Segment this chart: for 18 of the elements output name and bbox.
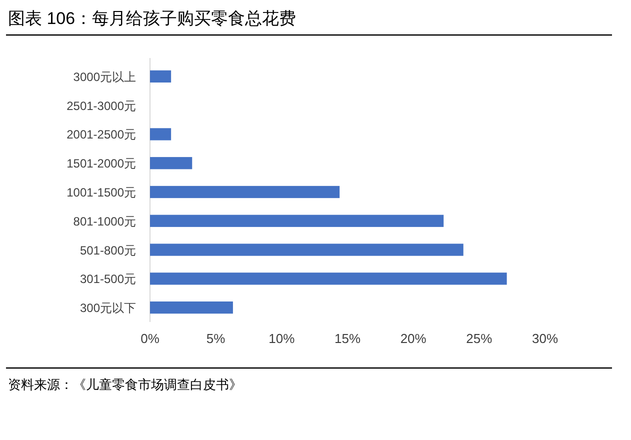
y-tick-label: 501-800元 <box>80 243 136 258</box>
x-tick-label: 5% <box>206 331 226 346</box>
y-tick-label: 1501-2000元 <box>66 156 136 171</box>
y-tick-label: 801-1000元 <box>73 214 136 228</box>
y-tick-label: 301-500元 <box>80 272 136 286</box>
x-tick-label: 25% <box>466 331 493 346</box>
x-tick-label: 0% <box>140 331 160 346</box>
y-tick-label: 2501-3000元 <box>66 98 136 113</box>
text: 资料来源：《儿童零食市场调查白皮书》 <box>8 377 242 392</box>
y-tick-label: 3000元以上 <box>73 70 136 84</box>
title: 图表 106：每月给孩子购买零食总花费 <box>8 9 296 28</box>
x-tick-label: 10% <box>268 331 296 346</box>
x-tick-label: 15% <box>334 331 361 346</box>
y-tick-label: 1001-1500元 <box>66 186 136 200</box>
x-tick-label: 30% <box>532 331 558 346</box>
x-tick-label: 20% <box>400 331 427 346</box>
y-tick-label: 2001-2500元 <box>66 128 136 142</box>
y-tick-label: 300元以下 <box>80 301 136 316</box>
